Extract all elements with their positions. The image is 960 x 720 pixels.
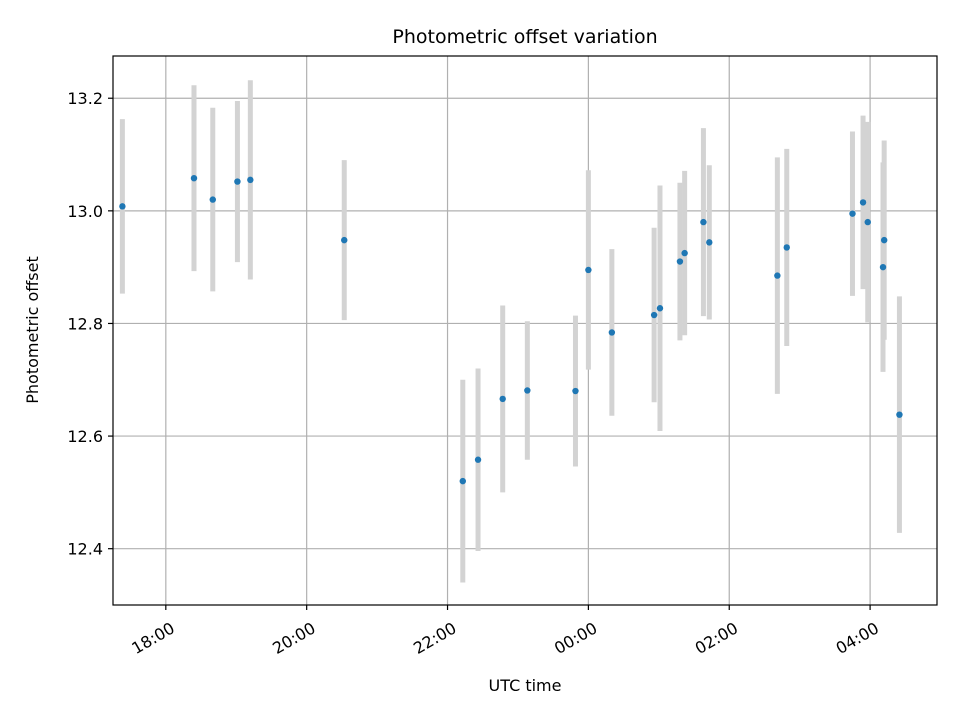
data-point <box>608 329 616 336</box>
y-tick-label: 13.0 <box>67 202 103 221</box>
data-point <box>656 305 664 312</box>
y-axis-label: Photometric offset <box>23 256 42 404</box>
data-point <box>459 477 466 485</box>
y-tick-label: 12.4 <box>67 540 103 559</box>
data-point <box>247 176 254 184</box>
data-point <box>879 263 887 271</box>
data-point <box>119 203 126 210</box>
data-point <box>774 272 781 279</box>
data-point <box>864 218 871 226</box>
data-point <box>783 244 790 251</box>
data-point <box>706 239 713 246</box>
data-point <box>650 311 658 319</box>
data-point <box>700 218 707 226</box>
data-point <box>880 236 888 244</box>
chart-title: Photometric offset variation <box>392 26 657 48</box>
y-tick-label: 13.2 <box>67 89 103 108</box>
data-point <box>676 258 684 265</box>
data-point <box>341 236 348 244</box>
data-point <box>190 174 198 182</box>
data-point <box>474 456 482 463</box>
y-tick-label: 12.8 <box>67 314 103 333</box>
data-point <box>859 199 867 206</box>
data-point <box>896 411 903 418</box>
data-point <box>572 387 579 395</box>
data-points <box>119 174 903 485</box>
data-point <box>234 178 241 185</box>
y-tick-label: 12.6 <box>67 427 103 446</box>
data-point <box>849 210 856 217</box>
data-point <box>499 395 506 403</box>
data-point <box>209 196 216 203</box>
plot-frame <box>112 55 938 606</box>
x-axis-label: UTC time <box>489 676 562 695</box>
data-point <box>585 266 592 274</box>
data-point <box>524 387 531 394</box>
data-point <box>681 249 688 257</box>
